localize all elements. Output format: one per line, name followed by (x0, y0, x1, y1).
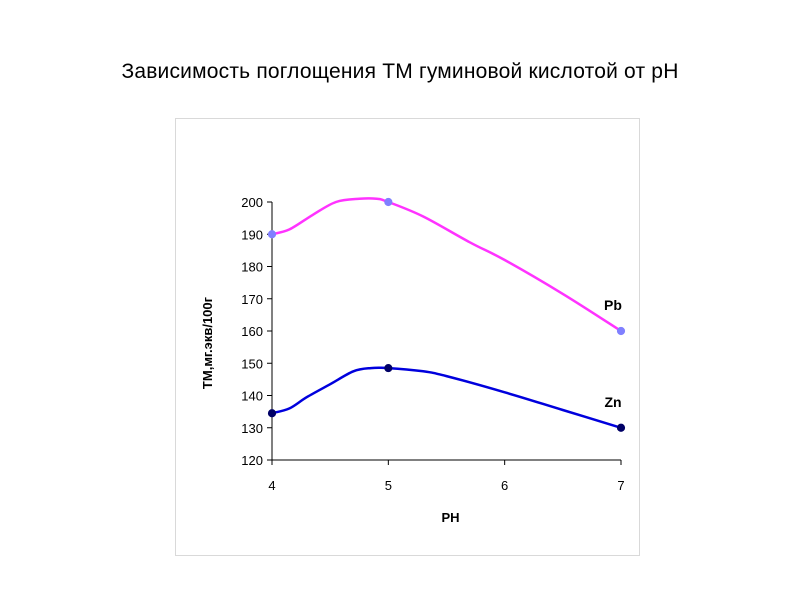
x-tick-label: 7 (617, 478, 624, 493)
series-label-pb: Pb (604, 297, 622, 313)
y-tick-label: 130 (241, 421, 263, 436)
data-point-zn (384, 363, 393, 373)
y-tick-label: 140 (241, 389, 263, 404)
x-tick-label: 4 (268, 478, 275, 493)
chart-frame: 120 130 140 150 160 170 180 190 200 4 5 6 7 Pb Zn PH … (175, 118, 640, 556)
y-tick-label: 150 (241, 356, 263, 371)
data-point-pb (384, 197, 393, 207)
data-point-pb (616, 326, 626, 336)
x-tick-label: 6 (501, 478, 508, 493)
series-line-zn (271, 366, 622, 429)
y-tick-label: 120 (241, 453, 263, 468)
data-point-zn (267, 409, 277, 418)
data-point-zn (616, 423, 626, 432)
y-tick-label: 200 (241, 195, 263, 210)
y-axis-title: ТМ,мг.экв/100г (200, 296, 215, 389)
axes: 120 130 140 150 160 170 180 190 200 4 5 6 7 (241, 195, 624, 493)
series-group: Pb Zn (267, 197, 626, 432)
data-point-pb (267, 230, 277, 239)
x-axis-title: PH (441, 510, 459, 525)
x-tick-label: 5 (385, 478, 392, 493)
slide-title: Зависимость поглощения ТМ гуминовой кисл… (121, 60, 679, 83)
y-tick-label: 190 (241, 227, 263, 242)
y-tick-label: 180 (241, 260, 263, 275)
y-tick-label: 170 (241, 292, 263, 307)
series-line-pb (271, 197, 622, 333)
y-tick-label: 160 (241, 324, 263, 339)
series-label-zn: Zn (604, 394, 621, 410)
